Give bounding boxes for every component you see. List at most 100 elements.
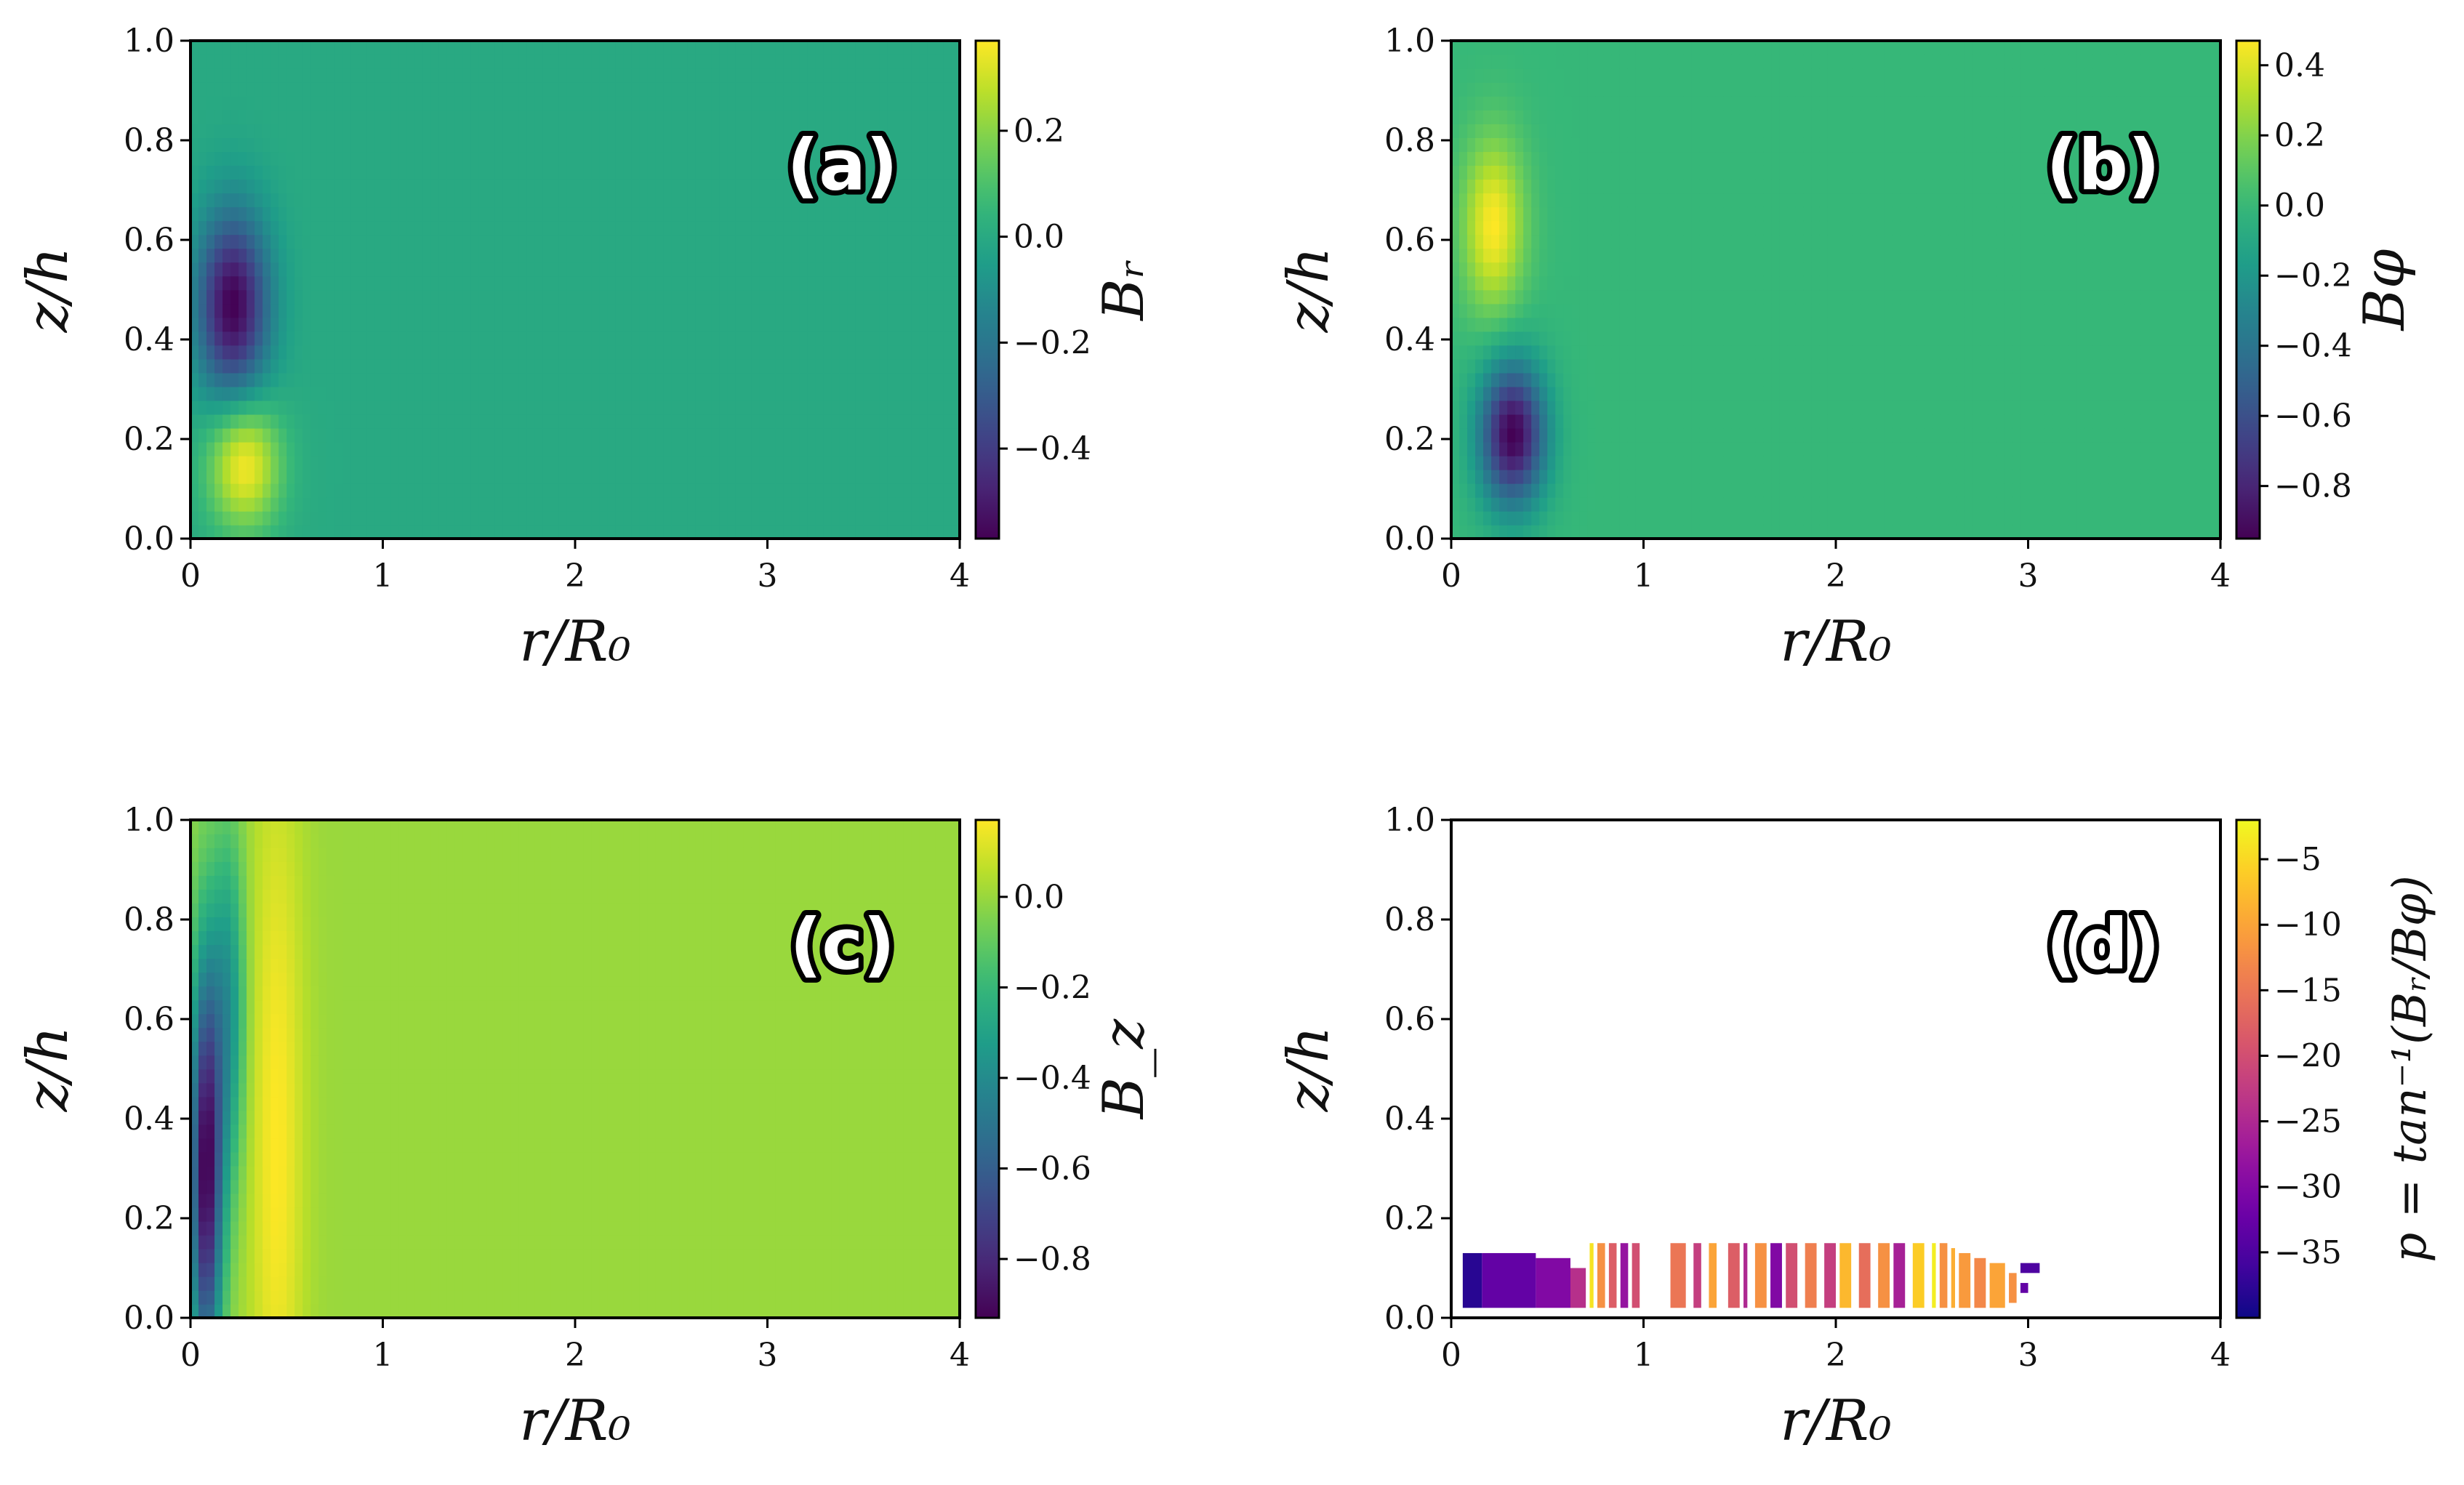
heatmap-cell (246, 137, 255, 153)
heatmap-cell (1619, 331, 1629, 346)
heatmap-cell (1675, 455, 1685, 470)
heatmap-cell (518, 151, 528, 166)
heatmap-cell (1475, 262, 1484, 277)
heatmap-cell (887, 234, 896, 249)
heatmap-cell (919, 193, 928, 208)
heatmap-cell (1579, 137, 1589, 153)
heatmap-cell (1675, 262, 1685, 277)
heatmap-cell (246, 206, 255, 222)
heatmap-cell (246, 524, 255, 539)
heatmap-cell (1707, 400, 1717, 415)
heatmap-cell (342, 55, 352, 69)
heatmap-cell (647, 289, 657, 305)
heatmap-cell (278, 68, 288, 83)
heatmap-cell (1683, 165, 1693, 180)
heatmap-cell (1467, 179, 1476, 194)
heatmap-cell (1691, 234, 1701, 249)
heatmap-cell (1683, 41, 1693, 55)
heatmap-cell (438, 510, 448, 526)
heatmap-cell (374, 483, 384, 498)
heatmap-cell (703, 510, 713, 526)
heatmap-cell (1635, 248, 1645, 263)
heatmap-cell (1763, 358, 1773, 374)
heatmap-cell (438, 275, 448, 291)
heatmap-cell (1667, 137, 1677, 153)
heatmap-cell (526, 262, 536, 277)
heatmap-cell (1635, 414, 1645, 429)
heatmap-cell (446, 193, 456, 208)
heatmap-cell (1779, 193, 1789, 208)
heatmap-cell (534, 165, 544, 180)
heatmap-cell (1699, 262, 1709, 277)
heatmap-cell (510, 124, 520, 138)
heatmap-cell (671, 275, 681, 291)
heatmap-cell (871, 455, 880, 470)
heatmap-cell (599, 524, 608, 539)
heatmap-cell (935, 193, 944, 208)
heatmap-cell (342, 96, 352, 110)
heatmap-cell (727, 179, 737, 194)
heatmap-cell (270, 248, 280, 263)
heatmap-cell (398, 345, 408, 360)
heatmap-cell (1739, 234, 1749, 249)
heatmap-cell (358, 220, 368, 236)
heatmap-cell (1515, 386, 1524, 401)
heatmap-cell (679, 331, 689, 346)
heatmap-cell (1563, 275, 1573, 291)
heatmap-cell (294, 151, 304, 166)
heatmap-cell (366, 303, 376, 318)
heatmap-cell (454, 386, 464, 401)
heatmap-cell (1651, 317, 1661, 332)
heatmap-cell (1771, 331, 1781, 346)
heatmap-cell (1763, 317, 1773, 332)
heatmap-cell (1491, 331, 1500, 346)
heatmap-cell (358, 275, 368, 291)
heatmap-cell (615, 303, 624, 318)
heatmap-cell (390, 124, 400, 138)
heatmap-cell (719, 496, 729, 512)
heatmap-cell (1499, 193, 1508, 208)
heatmap-cell (1691, 414, 1701, 429)
heatmap-cell (1747, 317, 1757, 332)
heatmap-cell (238, 386, 247, 401)
heatmap-cell (1459, 524, 1468, 539)
heatmap-cell (334, 289, 344, 305)
heatmap-cell (238, 441, 247, 456)
heatmap-cell (374, 137, 384, 153)
heatmap-cell (222, 455, 231, 470)
heatmap-cell (855, 483, 864, 498)
heatmap-cell (230, 234, 239, 249)
heatmap-cell (230, 317, 239, 332)
heatmap-cell (1555, 110, 1565, 124)
heatmap-cell (1771, 137, 1781, 153)
heatmap-cell (911, 331, 920, 346)
heatmap-cell (1571, 206, 1581, 222)
heatmap-cell (1755, 165, 1765, 180)
heatmap-cell (270, 68, 280, 83)
heatmap-cell (679, 151, 689, 166)
heatmap-cell (623, 441, 632, 456)
heatmap-cell (1603, 82, 1613, 97)
heatmap-cell (358, 206, 368, 222)
heatmap-cell (342, 82, 352, 97)
heatmap-cell (1475, 82, 1484, 97)
heatmap-cell (438, 372, 448, 387)
heatmap-cell (510, 303, 520, 318)
heatmap-cell (599, 82, 608, 97)
heatmap-cell (1715, 303, 1725, 318)
heatmap-cell (286, 234, 296, 249)
heatmap-cell (526, 206, 536, 222)
heatmap-cell (318, 317, 328, 332)
heatmap-cell (767, 455, 776, 470)
heatmap-cell (1579, 41, 1589, 55)
heatmap-cell (350, 427, 360, 443)
heatmap-cell (1579, 206, 1589, 222)
heatmap-cell (478, 248, 488, 263)
heatmap-cell (494, 455, 504, 470)
heatmap-cell (1491, 96, 1500, 110)
heatmap-cell (238, 220, 247, 236)
heatmap-cell (687, 262, 697, 277)
heatmap-cell (1475, 469, 1484, 484)
heatmap-cell (1531, 137, 1541, 153)
heatmap-cell (1611, 206, 1621, 222)
